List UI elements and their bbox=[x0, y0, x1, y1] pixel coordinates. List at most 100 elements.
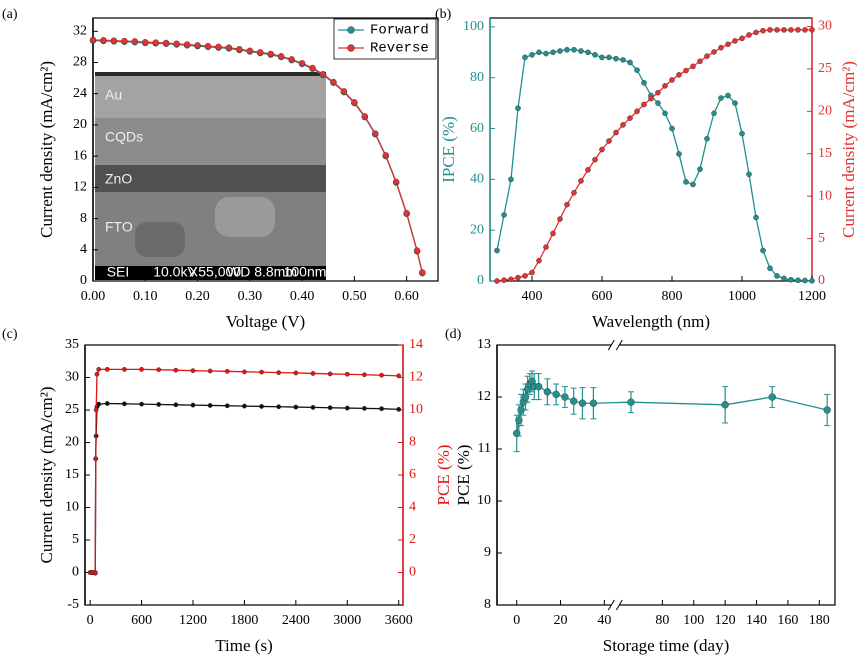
legend-box bbox=[333, 18, 437, 60]
data-point bbox=[340, 88, 348, 95]
data-point bbox=[774, 273, 780, 279]
y-tick-label: 12 bbox=[477, 389, 491, 404]
data-point bbox=[162, 39, 170, 47]
x-tick-label: 180 bbox=[809, 613, 830, 628]
data-point bbox=[711, 49, 717, 55]
inset-layer-label: ZnO bbox=[105, 171, 132, 187]
y-tick-label: 0 bbox=[80, 273, 87, 288]
data-point bbox=[589, 399, 598, 407]
data-point bbox=[344, 371, 350, 377]
plot-frame bbox=[84, 344, 404, 606]
data-point bbox=[669, 77, 675, 83]
data-point bbox=[362, 405, 367, 411]
y-tick-label: 28 bbox=[73, 55, 87, 70]
data-point bbox=[767, 265, 773, 272]
data-point bbox=[224, 368, 230, 374]
data-point bbox=[96, 401, 102, 407]
data-point bbox=[641, 101, 647, 108]
data-point bbox=[110, 37, 118, 44]
y2-tick-label: 0 bbox=[818, 273, 825, 288]
inset-layer-label: FTO bbox=[105, 219, 133, 235]
data-point bbox=[599, 146, 605, 153]
data-point bbox=[690, 181, 696, 188]
y-tick-label: 20 bbox=[65, 435, 79, 450]
data-point bbox=[257, 49, 264, 56]
x-tick-label: 0.20 bbox=[185, 289, 210, 304]
y-tick-label: 60 bbox=[470, 121, 484, 136]
y-tick-label: 16 bbox=[73, 148, 87, 163]
data-point bbox=[760, 247, 766, 254]
inset-footer-text: 10.0kV bbox=[153, 264, 197, 280]
data-point bbox=[697, 166, 703, 172]
data-point bbox=[536, 257, 542, 264]
data-point bbox=[139, 366, 144, 372]
data-point bbox=[564, 201, 570, 208]
y-axis-title: PCE (%) bbox=[454, 445, 473, 506]
data-point bbox=[298, 60, 306, 67]
data-point bbox=[774, 27, 780, 33]
y-tick-label: 80 bbox=[470, 70, 484, 85]
data-point bbox=[578, 178, 584, 184]
x-tick-label: 1000 bbox=[728, 289, 756, 304]
data-point bbox=[739, 35, 745, 42]
x-tick-label: 80 bbox=[655, 613, 669, 628]
data-point bbox=[823, 406, 831, 414]
data-point bbox=[585, 167, 591, 173]
data-point bbox=[515, 105, 521, 112]
data-point bbox=[767, 27, 773, 33]
data-point bbox=[571, 46, 577, 53]
y-tick-label: 40 bbox=[470, 172, 484, 187]
y-tick-label: 20 bbox=[470, 222, 484, 237]
data-point bbox=[276, 370, 282, 376]
data-point bbox=[788, 276, 794, 283]
data-point bbox=[419, 269, 426, 276]
y-tick-label: 0 bbox=[477, 273, 484, 288]
x-tick-label: 1800 bbox=[230, 613, 258, 628]
y-tick-label: 13 bbox=[477, 337, 491, 352]
x-tick-label: 0.50 bbox=[342, 289, 367, 304]
data-point bbox=[403, 209, 410, 217]
inset-grain bbox=[215, 197, 275, 237]
x-tick-label: 0.10 bbox=[133, 289, 158, 304]
y-tick-label: 15 bbox=[65, 467, 79, 482]
axis-break-mark bbox=[607, 599, 615, 611]
data-point bbox=[309, 64, 316, 72]
axis-break-gap bbox=[611, 603, 620, 607]
x-tick-label: 20 bbox=[554, 613, 568, 628]
data-point bbox=[529, 269, 535, 276]
y2-tick-label: 8 bbox=[409, 435, 416, 450]
y-tick-label: 5 bbox=[72, 532, 79, 547]
y2-tick-label: 10 bbox=[409, 402, 423, 417]
series-line bbox=[496, 49, 813, 282]
x-tick-label: 3600 bbox=[385, 613, 413, 628]
y-tick-label: 20 bbox=[73, 117, 87, 132]
inset-grain bbox=[135, 222, 185, 257]
x-axis-title: Storage time (day) bbox=[603, 636, 730, 655]
data-point bbox=[718, 95, 724, 101]
inset-layer-label: Au bbox=[105, 87, 122, 103]
data-point bbox=[515, 274, 521, 281]
data-point bbox=[564, 46, 570, 53]
data-point bbox=[802, 277, 808, 284]
data-point bbox=[746, 32, 752, 38]
data-point bbox=[550, 230, 556, 237]
inset-cqds bbox=[95, 118, 326, 165]
y-tick-label: -5 bbox=[67, 597, 79, 612]
inset-footer-text: SEI bbox=[107, 264, 130, 280]
y-axis-title: IPCE (%) bbox=[439, 116, 458, 183]
y-tick-label: 100 bbox=[463, 19, 484, 34]
data-point bbox=[704, 53, 710, 59]
x-tick-label: 0 bbox=[513, 613, 520, 628]
x-tick-label: 1200 bbox=[798, 289, 826, 304]
data-point bbox=[379, 372, 384, 378]
x-tick-label: 0.40 bbox=[290, 289, 315, 304]
data-point bbox=[606, 54, 612, 61]
x-tick-label: 400 bbox=[522, 289, 543, 304]
data-point bbox=[534, 382, 543, 391]
data-point bbox=[89, 36, 97, 44]
y2-axis-title: PCE (%) bbox=[434, 445, 453, 506]
data-point bbox=[662, 83, 668, 89]
data-point bbox=[802, 27, 808, 33]
data-point bbox=[508, 176, 514, 183]
data-point bbox=[683, 179, 689, 185]
